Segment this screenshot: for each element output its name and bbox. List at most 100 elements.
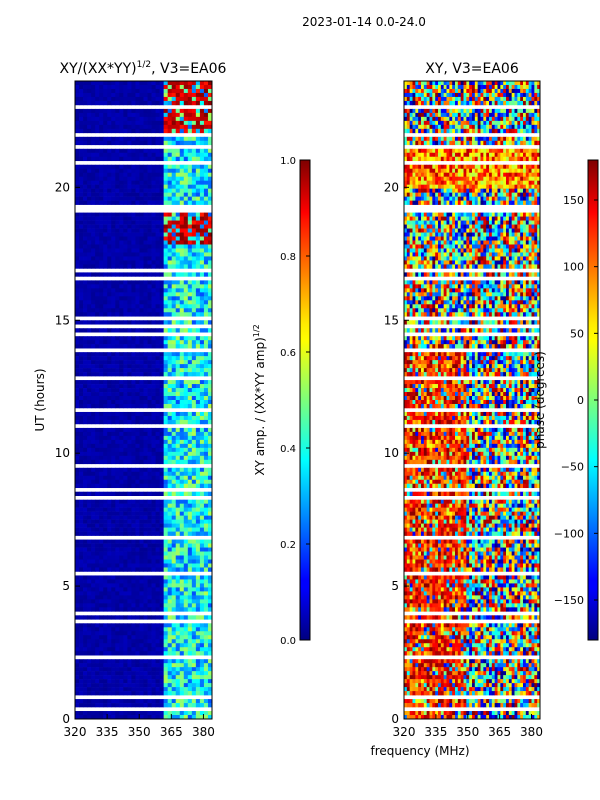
heatmap-cell bbox=[187, 176, 193, 181]
heatmap-cell bbox=[163, 81, 169, 86]
heatmap-cell bbox=[203, 439, 209, 445]
heatmap-cell bbox=[171, 372, 177, 377]
heatmap-cell bbox=[191, 599, 197, 604]
heatmap-cell bbox=[179, 116, 185, 122]
heatmap-cell bbox=[123, 671, 128, 676]
heatmap-cell bbox=[171, 368, 177, 373]
heatmap-cell bbox=[159, 360, 165, 365]
heatmap-cell bbox=[159, 447, 165, 453]
heatmap-cell bbox=[191, 503, 197, 508]
heatmap-cell bbox=[171, 647, 177, 652]
heatmap-cell bbox=[199, 703, 205, 708]
heatmap-cell bbox=[175, 152, 181, 158]
heatmap-cell bbox=[187, 591, 193, 596]
heatmap-cell bbox=[111, 304, 116, 309]
heatmap-cell bbox=[155, 663, 161, 668]
heatmap-cell bbox=[123, 579, 128, 584]
heatmap-cell bbox=[131, 248, 136, 253]
heatmap-cell bbox=[199, 224, 205, 229]
heatmap-cell bbox=[167, 172, 173, 177]
heatmap-cell bbox=[163, 711, 169, 716]
heatmap-cell bbox=[123, 356, 128, 361]
heatmap-cell bbox=[131, 427, 136, 433]
heatmap-cell bbox=[151, 360, 156, 365]
heatmap-cell bbox=[155, 651, 161, 656]
heatmap-cell bbox=[79, 128, 84, 134]
heatmap-cell bbox=[91, 372, 96, 377]
heatmap-cell bbox=[131, 539, 136, 544]
heatmap-cell bbox=[155, 224, 161, 229]
heatmap-cell bbox=[163, 659, 169, 664]
heatmap-cell bbox=[131, 551, 136, 556]
heatmap-cell bbox=[195, 555, 201, 560]
heatmap-cell bbox=[207, 280, 213, 285]
heatmap-cell bbox=[207, 543, 213, 548]
heatmap-cell bbox=[537, 81, 541, 86]
heatmap-cell bbox=[147, 336, 152, 341]
heatmap-cell bbox=[183, 635, 189, 640]
heatmap-cell bbox=[537, 96, 541, 102]
heatmap-cell bbox=[155, 244, 161, 249]
heatmap-cell bbox=[191, 455, 197, 461]
heatmap-cell bbox=[195, 411, 201, 417]
heatmap-cell bbox=[167, 691, 173, 696]
heatmap-cell bbox=[159, 240, 165, 245]
heatmap-cell bbox=[207, 703, 213, 708]
heatmap-cell bbox=[107, 388, 112, 393]
heatmap-cell bbox=[75, 599, 80, 604]
heatmap-cell bbox=[155, 260, 161, 265]
heatmap-cell bbox=[135, 248, 140, 253]
heatmap-cell bbox=[195, 651, 201, 656]
heatmap-cell bbox=[489, 84, 493, 90]
heatmap-cell bbox=[167, 236, 173, 241]
heatmap-cell bbox=[175, 439, 181, 445]
heatmap-cell bbox=[155, 447, 161, 453]
heatmap-cell bbox=[103, 515, 108, 520]
heatmap-cell bbox=[123, 595, 128, 600]
heatmap-cell bbox=[187, 451, 193, 457]
heatmap-cell bbox=[486, 96, 490, 102]
heatmap-cell bbox=[159, 595, 165, 600]
heatmap-cell bbox=[167, 431, 173, 437]
heatmap-cell bbox=[95, 220, 100, 225]
heatmap-cell bbox=[135, 280, 140, 285]
heatmap-cell bbox=[199, 667, 205, 672]
heatmap-cell bbox=[207, 591, 213, 596]
heatmap-cell bbox=[83, 547, 88, 552]
heatmap-cell bbox=[207, 124, 213, 130]
heatmap-cell bbox=[127, 212, 132, 217]
heatmap-cell bbox=[115, 400, 120, 405]
heatmap-cell bbox=[183, 380, 189, 385]
heatmap-cell bbox=[171, 284, 177, 289]
heatmap-cell bbox=[489, 96, 493, 102]
heatmap-cell bbox=[404, 92, 408, 98]
heatmap-cell bbox=[75, 200, 80, 205]
heatmap-cell bbox=[83, 264, 88, 269]
heatmap-cell bbox=[87, 687, 92, 692]
heatmap-cell bbox=[127, 607, 132, 612]
heatmap-cell bbox=[477, 108, 481, 114]
heatmap-cell bbox=[83, 112, 88, 118]
heatmap-cell bbox=[87, 248, 92, 253]
heatmap-cell bbox=[127, 360, 132, 365]
heatmap-cell bbox=[517, 92, 521, 98]
heatmap-cell bbox=[95, 128, 100, 134]
heatmap-cell bbox=[191, 475, 197, 481]
heatmap-cell bbox=[115, 471, 120, 477]
heatmap-cell bbox=[171, 172, 177, 177]
heatmap-cell bbox=[107, 479, 112, 485]
heatmap-cell bbox=[143, 419, 148, 425]
heatmap-cell bbox=[95, 427, 100, 433]
heatmap-cell bbox=[95, 527, 100, 532]
heatmap-cell bbox=[139, 396, 144, 401]
heatmap-cell bbox=[111, 435, 116, 441]
heatmap-cell bbox=[123, 312, 128, 317]
heatmap-cell bbox=[75, 635, 80, 640]
heatmap-cell bbox=[183, 192, 189, 197]
heatmap-cell bbox=[452, 92, 456, 98]
heatmap-cell bbox=[111, 108, 116, 114]
heatmap-cell bbox=[75, 388, 80, 393]
heatmap-cell bbox=[179, 344, 185, 349]
heatmap-cell bbox=[207, 547, 213, 552]
